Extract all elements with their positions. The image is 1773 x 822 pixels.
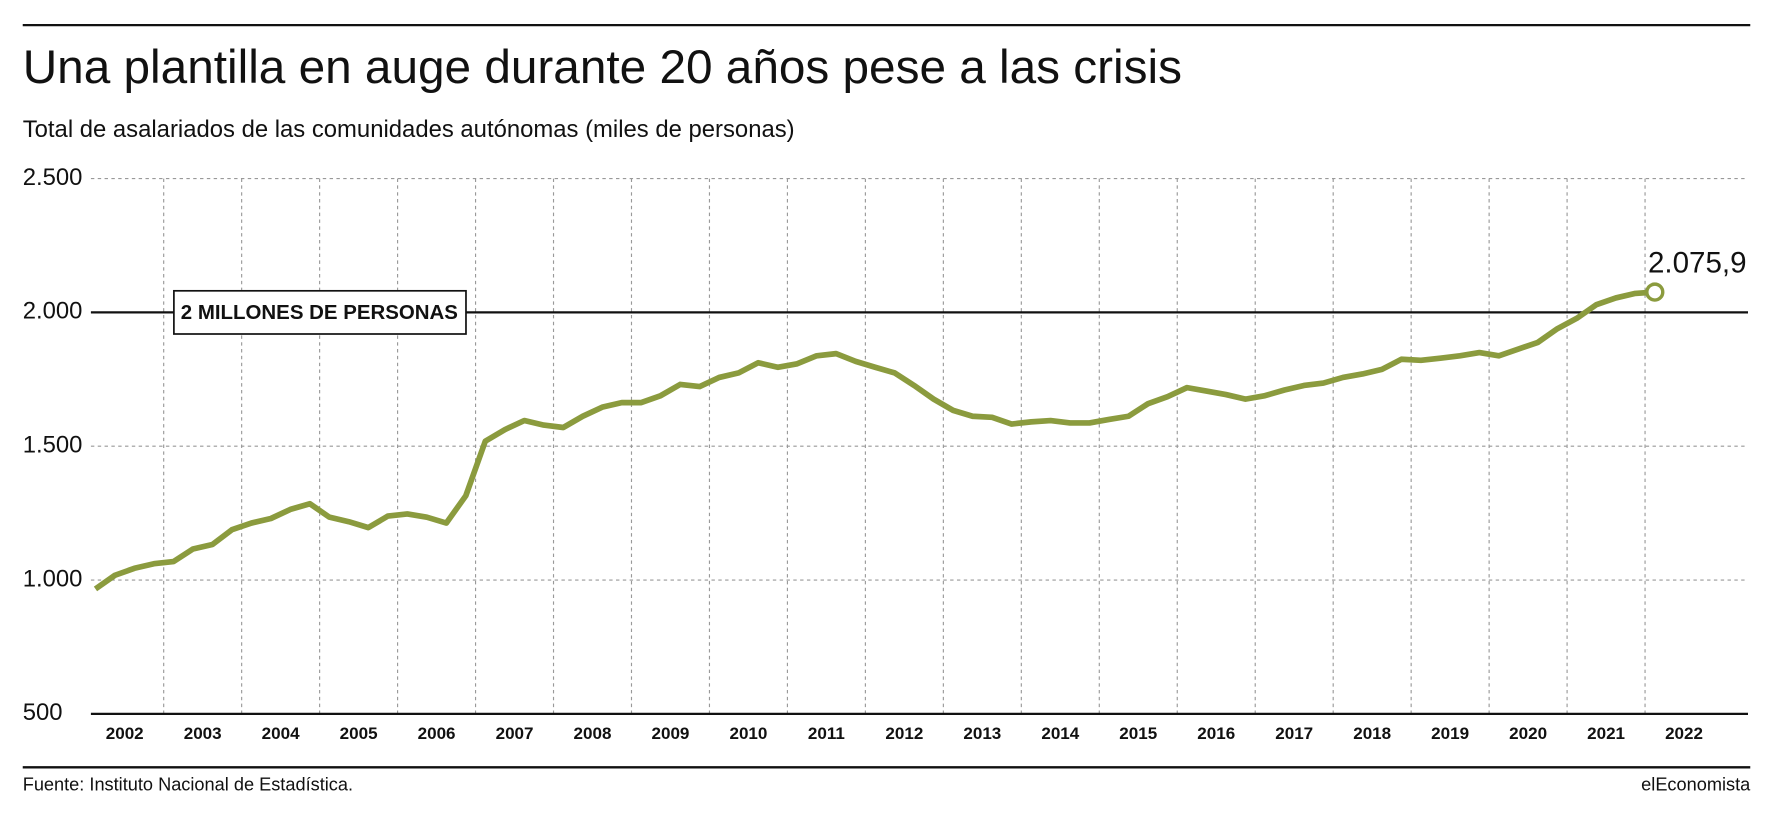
y-tick-label: 1.000 — [23, 565, 83, 592]
x-tick-label: 2005 — [340, 724, 378, 743]
annotation-box — [173, 289, 467, 335]
x-tick-label: 2018 — [1353, 724, 1391, 743]
x-tick-label: 2011 — [808, 724, 845, 743]
x-tick-label: 2015 — [1119, 724, 1157, 743]
x-tick-label: 2019 — [1431, 724, 1469, 743]
x-tick-label: 2022 — [1665, 724, 1703, 743]
chart-subtitle: Total de asalariados de las comunidades … — [23, 116, 795, 143]
x-tick-label: 2007 — [496, 724, 534, 743]
annotation: 2 MILLONES DE PERSONAS — [181, 301, 458, 324]
x-tick-label: 2004 — [262, 724, 300, 743]
x-tick-label: 2013 — [963, 724, 1001, 743]
x-tick-label: 2006 — [418, 724, 456, 743]
x-tick-label: 2009 — [652, 724, 690, 743]
x-tick-label: 2008 — [574, 724, 612, 743]
x-tick-label: 2012 — [885, 724, 923, 743]
x-tick-label: 2016 — [1197, 724, 1235, 743]
y-tick-label: 500 — [23, 699, 63, 726]
chart-title: Una plantilla en auge durante 20 años pe… — [23, 41, 1182, 94]
x-tick-label: 2021 — [1587, 724, 1625, 743]
y-tick-label: 1.500 — [23, 432, 83, 459]
x-tick-label: 2002 — [106, 724, 144, 743]
source: Fuente: Instituto Nacional de Estadístic… — [23, 774, 353, 794]
x-tick-label: 2020 — [1509, 724, 1547, 743]
end-marker — [1645, 282, 1665, 302]
x-tick-label: 2003 — [184, 724, 222, 743]
x-tick-label: 2010 — [729, 724, 767, 743]
value-label: 2.075,9 — [1648, 247, 1747, 280]
x-tick-label: 2014 — [1041, 724, 1079, 743]
y-tick-label: 2.000 — [23, 298, 83, 325]
brand: elEconomista — [1641, 774, 1751, 794]
series-line — [93, 289, 1655, 592]
y-tick-label: 2.500 — [23, 164, 83, 191]
x-tick-label: 2017 — [1275, 724, 1313, 743]
